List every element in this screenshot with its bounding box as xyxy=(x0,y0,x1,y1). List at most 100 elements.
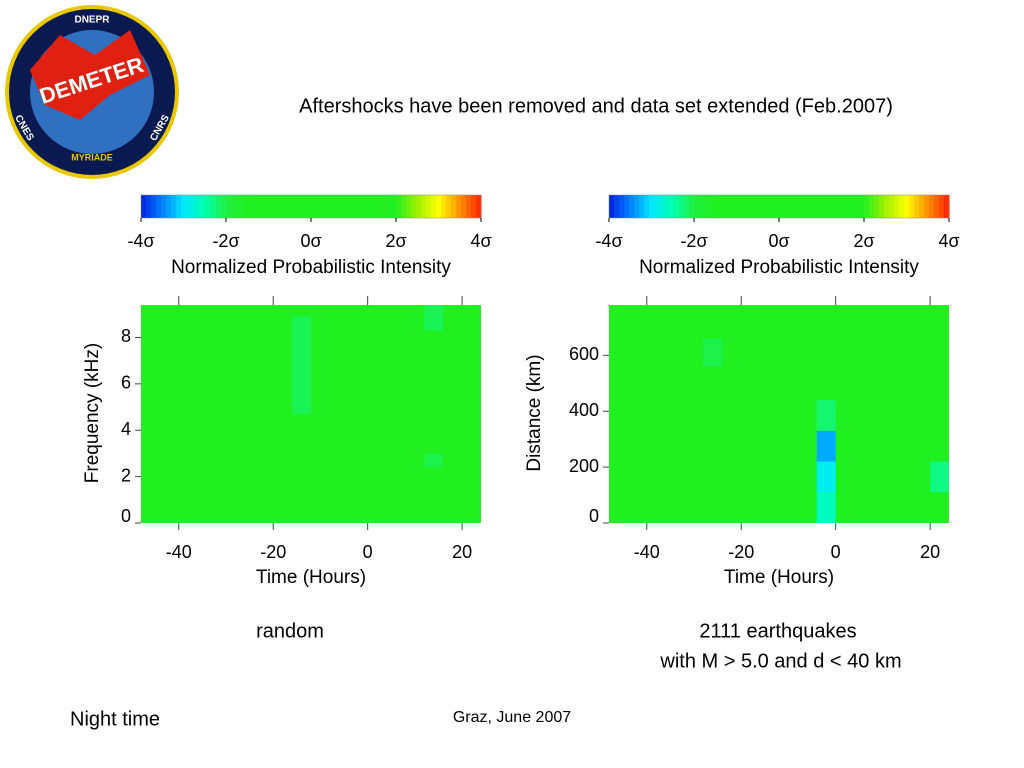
colorbar-segment xyxy=(176,195,182,218)
colorbar-segment xyxy=(774,195,780,218)
colorbar-segment xyxy=(351,195,357,218)
colorbar-segment xyxy=(834,195,840,218)
colorbar-segment xyxy=(461,195,467,218)
x-tick-label: -20 xyxy=(728,542,754,562)
colorbar-segment xyxy=(171,195,177,218)
colorbar-segment xyxy=(689,195,695,218)
colorbar-segment xyxy=(206,195,212,218)
colorbar-segment xyxy=(894,195,900,218)
colorbar-segment xyxy=(684,195,690,218)
colorbar-segment xyxy=(874,195,880,218)
colorbar-segment xyxy=(401,195,407,218)
heatmap-cell xyxy=(816,461,836,493)
colorbar-segment xyxy=(196,195,202,218)
colorbar-segment xyxy=(819,195,825,218)
colorbar-segment xyxy=(924,195,930,218)
colorbar-segment xyxy=(406,195,412,218)
colorbar-segment xyxy=(326,195,332,218)
colorbar-segment xyxy=(934,195,940,218)
colorbar-segment xyxy=(619,195,625,218)
colorbar-segment xyxy=(879,195,885,218)
colorbar-segment xyxy=(739,195,745,218)
caption: with M > 5.0 and d < 40 km xyxy=(659,650,901,672)
colorbar-segment xyxy=(714,195,720,218)
colorbar-segment xyxy=(809,195,815,218)
x-tick-label: 0 xyxy=(363,542,373,562)
colorbar-segment xyxy=(341,195,347,218)
colorbar-segment xyxy=(471,195,477,218)
colorbar-segment xyxy=(186,195,192,218)
colorbar-segment xyxy=(346,195,352,218)
x-tick-label: 0 xyxy=(831,542,841,562)
colorbar-segment xyxy=(181,195,187,218)
colorbar-segment xyxy=(221,195,227,218)
colorbar-segment xyxy=(251,195,257,218)
colorbar-tick-label: 0σ xyxy=(300,231,321,251)
colorbar-segment xyxy=(141,195,147,218)
heatmap-cell xyxy=(292,316,311,414)
heatmap-cell xyxy=(703,338,723,367)
colorbar-segment xyxy=(904,195,910,218)
heatmap-cell xyxy=(930,461,949,493)
colorbar-segment xyxy=(191,195,197,218)
colorbar-segment xyxy=(839,195,845,218)
colorbar-tick-label: -4σ xyxy=(595,231,622,251)
heatmap-cell xyxy=(424,453,444,468)
colorbar-segment xyxy=(301,195,307,218)
colorbar-segment xyxy=(336,195,342,218)
y-axis-label: Frequency (kHz) xyxy=(82,343,103,483)
logo: DNEPR DEMETER CNES CNRS MYRIADE xyxy=(5,5,179,179)
colorbar-segment xyxy=(749,195,755,218)
x-tick-label: 20 xyxy=(452,542,472,562)
colorbar-segment xyxy=(909,195,915,218)
colorbar-segment xyxy=(759,195,765,218)
colorbar-segment xyxy=(789,195,795,218)
colorbar-tick-label: 2σ xyxy=(853,231,874,251)
y-tick-label: 2 xyxy=(121,465,131,485)
colorbar-segment xyxy=(321,195,327,218)
footer-text: Graz, June 2007 xyxy=(453,709,571,726)
y-tick-label: 400 xyxy=(569,400,599,420)
colorbar-segment xyxy=(201,195,207,218)
colorbar-segment xyxy=(146,195,152,218)
y-tick-label: 0 xyxy=(121,506,131,526)
colorbar-tick-label: -4σ xyxy=(127,231,154,251)
colorbar-segment xyxy=(784,195,790,218)
colorbar-segment xyxy=(814,195,820,218)
colorbar-segment xyxy=(884,195,890,218)
colorbar-segment xyxy=(226,195,232,218)
colorbar-segment xyxy=(869,195,875,218)
colorbar-segment xyxy=(296,195,302,218)
colorbar-tick-label: 0σ xyxy=(768,231,789,251)
colorbar-segment xyxy=(764,195,770,218)
colorbar-segment xyxy=(939,195,945,218)
x-axis-label: Time (Hours) xyxy=(256,567,366,588)
colorbar-segment xyxy=(779,195,785,218)
colorbar-segment xyxy=(286,195,292,218)
x-tick-label: -40 xyxy=(166,542,192,562)
colorbar-tick-label: 4σ xyxy=(938,231,959,251)
colorbar-segment xyxy=(649,195,655,218)
colorbar-segment xyxy=(266,195,272,218)
colorbar-segment xyxy=(386,195,392,218)
colorbar-segment xyxy=(729,195,735,218)
colorbar-segment xyxy=(854,195,860,218)
colorbar-segment xyxy=(634,195,640,218)
colorbar-segment xyxy=(769,195,775,218)
logo-burst xyxy=(30,30,150,120)
colorbar-segment xyxy=(231,195,237,218)
colorbar-segment xyxy=(361,195,367,218)
x-tick-label: -20 xyxy=(260,542,286,562)
colorbar-segment xyxy=(411,195,417,218)
y-tick-label: 6 xyxy=(121,373,131,393)
colorbar-segment xyxy=(261,195,267,218)
colorbar-segment xyxy=(316,195,322,218)
colorbar-segment xyxy=(371,195,377,218)
colorbar-segment xyxy=(306,195,312,218)
colorbar-segment xyxy=(859,195,865,218)
colorbar-segment xyxy=(416,195,422,218)
colorbar-tick-label: 2σ xyxy=(385,231,406,251)
colorbar-tick-label: -2σ xyxy=(212,231,239,251)
colorbar-segment xyxy=(441,195,447,218)
colorbar-segment xyxy=(669,195,675,218)
